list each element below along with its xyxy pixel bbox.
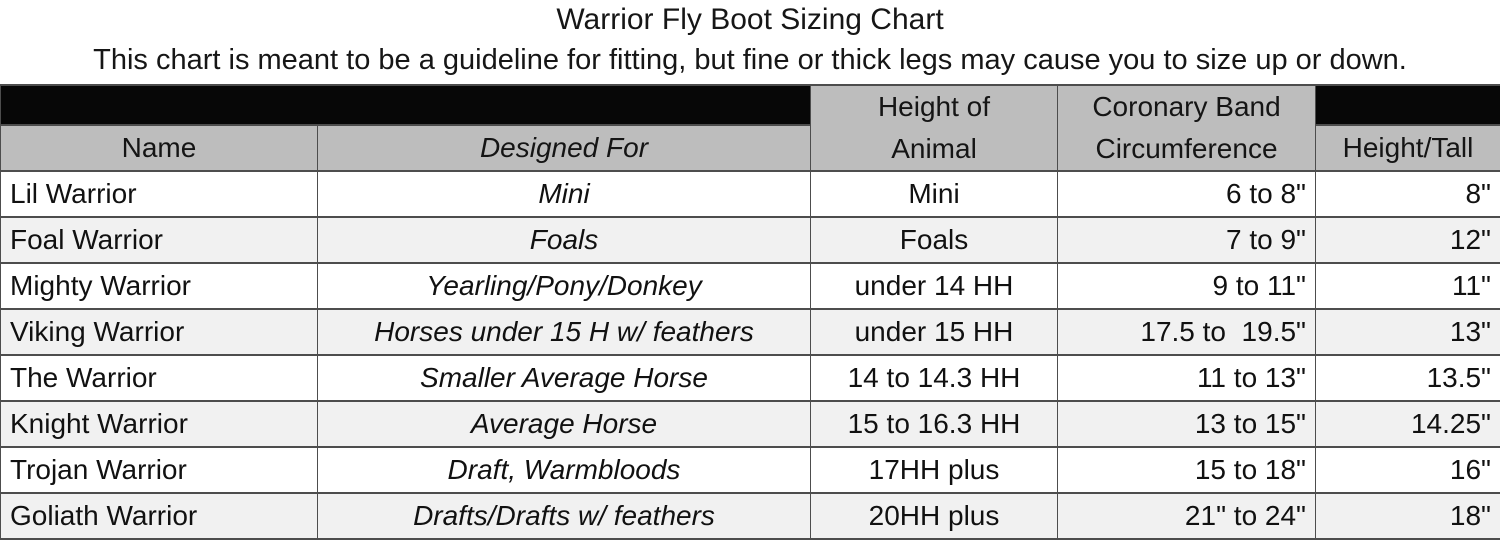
cell-height-tall: 13" xyxy=(1315,308,1500,356)
cell-name: Knight Warrior xyxy=(0,400,318,448)
header-height-tall: Height/Tall xyxy=(1315,124,1500,172)
cell-coronary-band: 17.5 to 19.5" xyxy=(1057,308,1316,356)
cell-height-tall: 11" xyxy=(1315,262,1500,310)
table-body: Lil Warrior Mini Mini 6 to 8" 8" Foal Wa… xyxy=(0,170,1500,540)
page-subtitle: This chart is meant to be a guideline fo… xyxy=(93,44,1407,76)
table-row: Trojan Warrior Draft, Warmbloods 17HH pl… xyxy=(0,446,1500,494)
cell-name: Trojan Warrior xyxy=(0,446,318,494)
cell-designed-for: Smaller Average Horse xyxy=(317,354,811,402)
table-row: Foal Warrior Foals Foals 7 to 9" 12" xyxy=(0,216,1500,264)
header-coronary-band: Coronary Band Circumference xyxy=(1057,84,1316,172)
header-name: Name xyxy=(0,124,318,172)
cell-height-of-animal: 15 to 16.3 HH xyxy=(810,400,1058,448)
cell-height-of-animal: 20HH plus xyxy=(810,492,1058,540)
table-row: Mighty Warrior Yearling/Pony/Donkey unde… xyxy=(0,262,1500,310)
cell-height-tall: 13.5" xyxy=(1315,354,1500,402)
cell-height-tall: 16" xyxy=(1315,446,1500,494)
table-row: The Warrior Smaller Average Horse 14 to … xyxy=(0,354,1500,402)
cell-height-of-animal: 14 to 14.3 HH xyxy=(810,354,1058,402)
cell-height-of-animal: Foals xyxy=(810,216,1058,264)
cell-name: Mighty Warrior xyxy=(0,262,318,310)
sizing-table: Height of Animal Coronary Band Circumfer… xyxy=(0,84,1500,540)
cell-name: Lil Warrior xyxy=(0,170,318,218)
table-row: Lil Warrior Mini Mini 6 to 8" 8" xyxy=(0,170,1500,218)
cell-designed-for: Horses under 15 H w/ feathers xyxy=(317,308,811,356)
cell-name: Goliath Warrior xyxy=(0,492,318,540)
cell-designed-for: Draft, Warmbloods xyxy=(317,446,811,494)
cell-designed-for: Drafts/Drafts w/ feathers xyxy=(317,492,811,540)
cell-coronary-band: 11 to 13" xyxy=(1057,354,1316,402)
cell-designed-for: Foals xyxy=(317,216,811,264)
cell-name: The Warrior xyxy=(0,354,318,402)
header-row-top: Height of Animal Coronary Band Circumfer… xyxy=(0,84,1500,172)
table-header: Height of Animal Coronary Band Circumfer… xyxy=(0,84,1500,172)
cell-coronary-band: 15 to 18" xyxy=(1057,446,1316,494)
header-height-of-animal: Height of Animal xyxy=(810,84,1058,172)
cell-height-of-animal: under 14 HH xyxy=(810,262,1058,310)
cell-height-of-animal: Mini xyxy=(810,170,1058,218)
cell-designed-for: Yearling/Pony/Donkey xyxy=(317,262,811,310)
page-title: Warrior Fly Boot Sizing Chart xyxy=(556,3,944,36)
cell-coronary-band: 6 to 8" xyxy=(1057,170,1316,218)
cell-name: Viking Warrior xyxy=(0,308,318,356)
cell-height-tall: 8" xyxy=(1315,170,1500,218)
cell-designed-for: Average Horse xyxy=(317,400,811,448)
cell-height-tall: 18" xyxy=(1315,492,1500,540)
cell-height-tall: 12" xyxy=(1315,216,1500,264)
table-row: Viking Warrior Horses under 15 H w/ feat… xyxy=(0,308,1500,356)
cell-coronary-band: 7 to 9" xyxy=(1057,216,1316,264)
cell-designed-for: Mini xyxy=(317,170,811,218)
cell-height-of-animal: 17HH plus xyxy=(810,446,1058,494)
cell-coronary-band: 13 to 15" xyxy=(1057,400,1316,448)
cell-coronary-band: 9 to 11" xyxy=(1057,262,1316,310)
header-spacer-left xyxy=(0,84,811,126)
header-row-labels: Name Designed For Height/Tall xyxy=(0,124,1500,172)
cell-height-tall: 14.25" xyxy=(1315,400,1500,448)
table-row: Knight Warrior Average Horse 15 to 16.3 … xyxy=(0,400,1500,448)
cell-height-of-animal: under 15 HH xyxy=(810,308,1058,356)
cell-name: Foal Warrior xyxy=(0,216,318,264)
header-spacer-right xyxy=(1315,84,1500,126)
cell-coronary-band: 21" to 24" xyxy=(1057,492,1316,540)
header-designed-for: Designed For xyxy=(317,124,811,172)
table-row: Goliath Warrior Drafts/Drafts w/ feather… xyxy=(0,492,1500,540)
